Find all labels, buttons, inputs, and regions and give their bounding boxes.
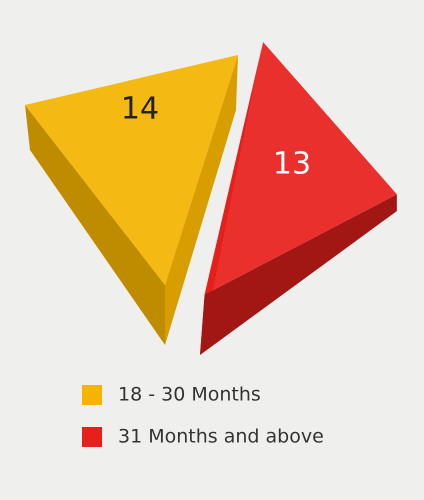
legend-swatch <box>82 385 102 405</box>
legend-label: 18 - 30 Months <box>118 384 261 406</box>
value-label: 14 <box>121 92 159 127</box>
legend-label: 31 Months and above <box>118 426 324 448</box>
chart: 14 13 18 - 30 Months 31 Months and above <box>0 0 424 500</box>
value-label: 13 <box>273 147 311 182</box>
legend-swatch <box>82 427 102 447</box>
